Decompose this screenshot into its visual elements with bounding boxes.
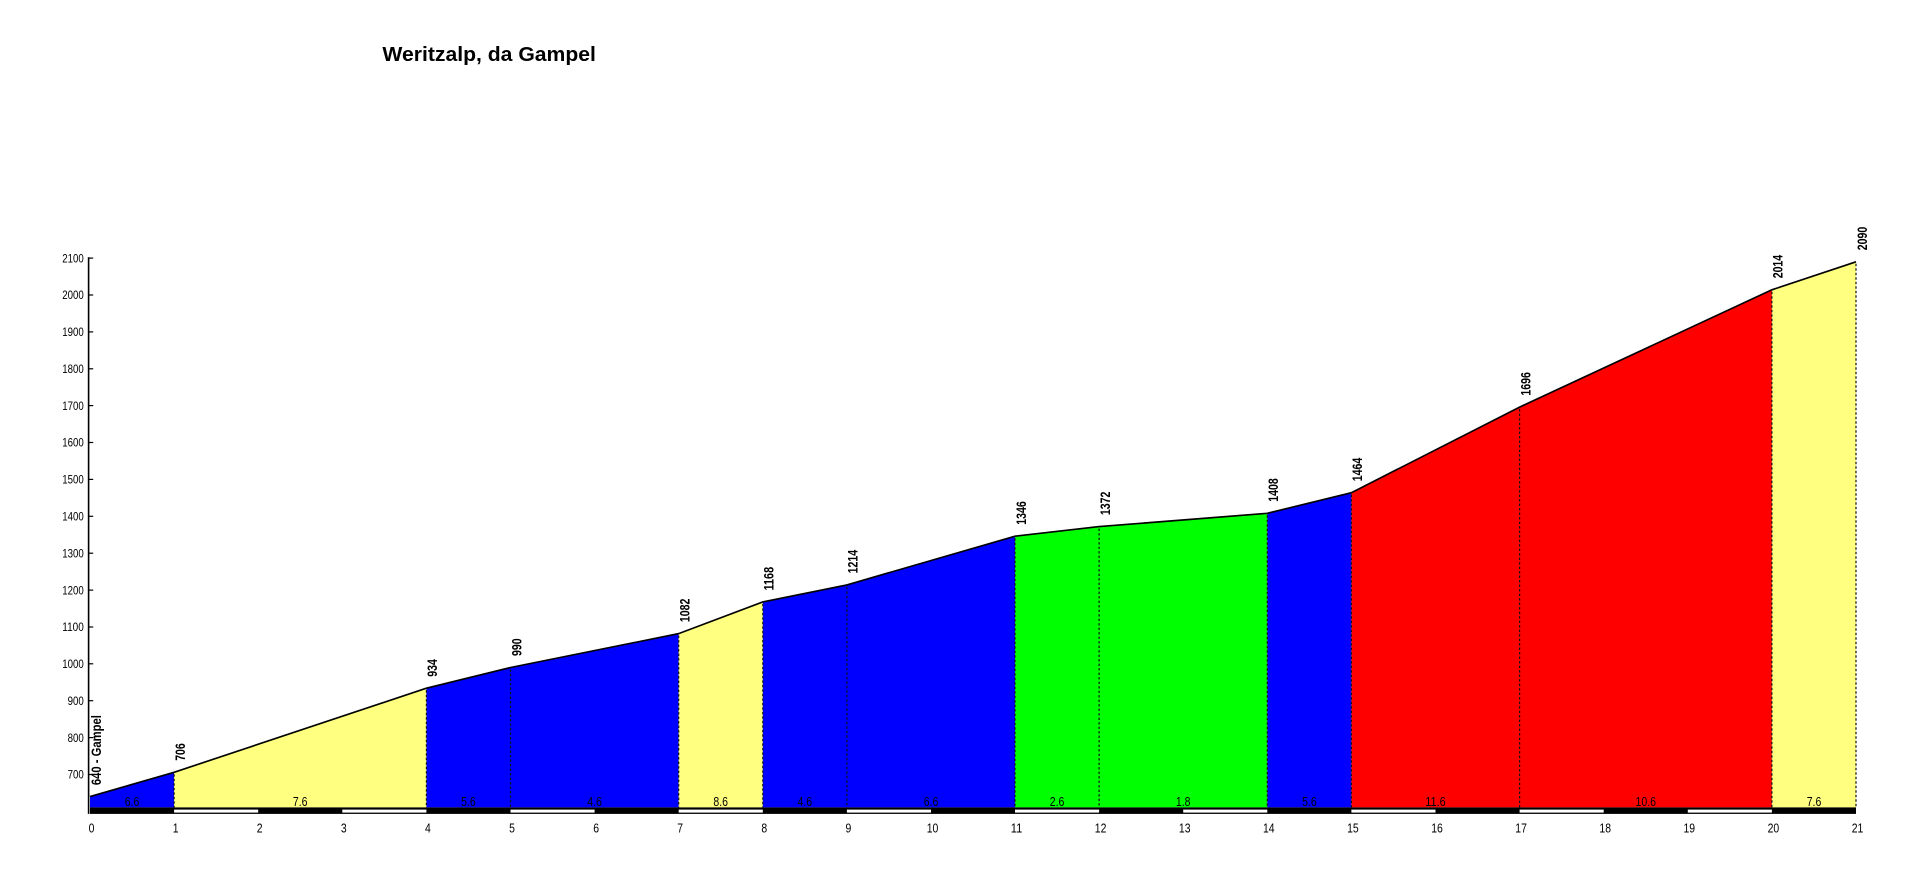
svg-text:1464: 1464 [1349, 458, 1365, 482]
svg-text:0: 0 [89, 821, 95, 836]
svg-text:5.6: 5.6 [1302, 794, 1317, 809]
svg-text:1800: 1800 [62, 362, 84, 376]
svg-text:2: 2 [257, 821, 263, 836]
svg-text:6: 6 [593, 821, 599, 836]
svg-text:934: 934 [424, 659, 440, 677]
svg-text:1900: 1900 [62, 325, 84, 339]
svg-text:6.6: 6.6 [924, 794, 939, 809]
svg-text:2014: 2014 [1770, 255, 1786, 279]
svg-text:1408: 1408 [1265, 478, 1281, 502]
svg-text:1400: 1400 [62, 510, 84, 524]
svg-text:700: 700 [68, 768, 84, 782]
svg-text:20: 20 [1768, 821, 1780, 836]
svg-text:1696: 1696 [1517, 372, 1533, 396]
svg-text:7.6: 7.6 [293, 794, 308, 809]
svg-text:4.6: 4.6 [587, 794, 602, 809]
svg-text:11: 11 [1011, 821, 1023, 836]
svg-text:1: 1 [173, 821, 179, 836]
svg-text:7: 7 [677, 821, 683, 836]
svg-text:2000: 2000 [62, 288, 84, 302]
svg-text:1600: 1600 [62, 436, 84, 450]
svg-text:706: 706 [172, 743, 188, 761]
svg-text:17: 17 [1515, 821, 1527, 836]
svg-text:640 - Gampel: 640 - Gampel [88, 715, 104, 785]
svg-text:2.6: 2.6 [1050, 794, 1065, 809]
svg-text:18: 18 [1599, 821, 1611, 836]
svg-text:8: 8 [761, 821, 767, 836]
svg-text:16: 16 [1431, 821, 1443, 836]
svg-text:1500: 1500 [62, 473, 84, 487]
svg-text:14: 14 [1263, 821, 1275, 836]
svg-text:7.6: 7.6 [1807, 794, 1822, 809]
svg-text:9: 9 [846, 821, 852, 836]
svg-text:5.6: 5.6 [461, 794, 476, 809]
svg-text:3: 3 [341, 821, 347, 836]
svg-text:1200: 1200 [62, 583, 84, 597]
svg-text:5: 5 [509, 821, 515, 836]
svg-text:2090: 2090 [1854, 227, 1870, 251]
svg-text:4.6: 4.6 [798, 794, 813, 809]
svg-text:6.6: 6.6 [125, 794, 140, 809]
svg-text:19: 19 [1684, 821, 1696, 836]
svg-text:15: 15 [1347, 821, 1359, 836]
svg-text:1.8: 1.8 [1176, 794, 1191, 809]
svg-text:900: 900 [68, 694, 84, 708]
svg-text:12: 12 [1095, 821, 1107, 836]
svg-text:13: 13 [1179, 821, 1191, 836]
svg-text:1100: 1100 [62, 620, 84, 634]
svg-text:1168: 1168 [761, 567, 777, 591]
svg-text:11.6: 11.6 [1425, 794, 1446, 809]
svg-text:1000: 1000 [62, 657, 84, 671]
svg-text:2100: 2100 [62, 251, 84, 265]
svg-text:990: 990 [508, 638, 524, 656]
svg-text:1300: 1300 [62, 546, 84, 560]
svg-text:10.6: 10.6 [1636, 794, 1657, 809]
svg-text:21: 21 [1852, 821, 1864, 836]
svg-text:4: 4 [425, 821, 431, 836]
svg-text:1346: 1346 [1013, 501, 1029, 525]
svg-text:800: 800 [68, 731, 84, 745]
svg-text:1082: 1082 [677, 598, 693, 622]
svg-text:8.6: 8.6 [713, 794, 728, 809]
svg-text:Weritzalp, da Gampel: Weritzalp, da Gampel [382, 44, 596, 66]
svg-text:1700: 1700 [62, 399, 84, 413]
svg-text:10: 10 [927, 821, 939, 836]
svg-text:1214: 1214 [845, 550, 861, 574]
svg-text:1372: 1372 [1097, 491, 1113, 515]
